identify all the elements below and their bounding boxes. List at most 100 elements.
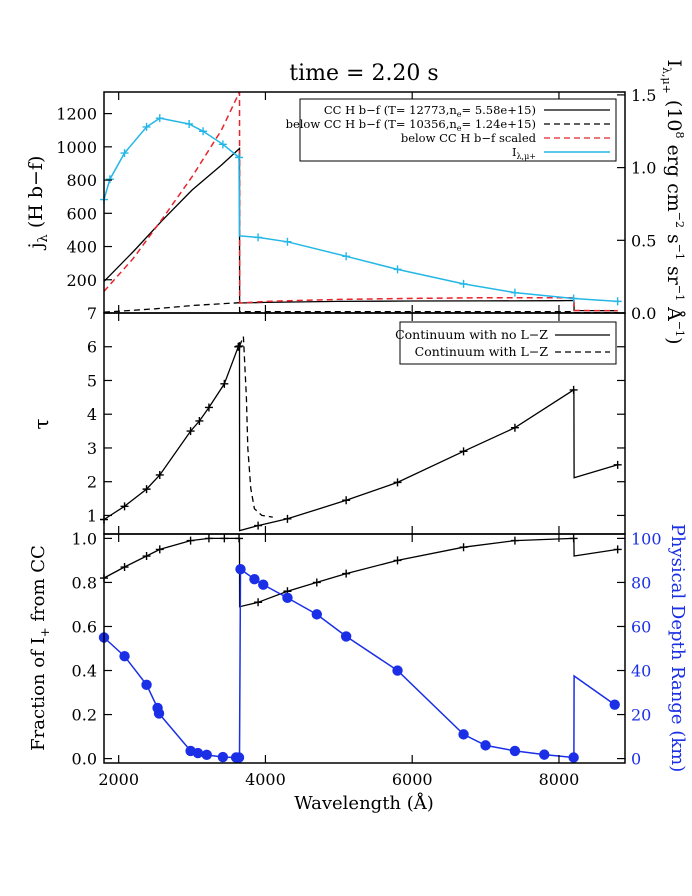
x-tick-label: 6000 — [392, 770, 433, 789]
y-tick-label: 1.0 — [72, 529, 97, 548]
data-point — [120, 502, 129, 511]
data-point — [235, 153, 244, 162]
data-point — [342, 252, 351, 261]
legend-entry-cc: CC H b−f (T= 12773,ne= 5.58e+15) — [324, 103, 536, 119]
y-tick-label: 2 — [87, 473, 97, 492]
panel-middle-ticks: 1 2 3 4 5 6 7 — [87, 304, 625, 534]
data-point — [142, 552, 151, 561]
data-point — [155, 470, 164, 479]
y2-tick-label: 0.5 — [631, 231, 656, 250]
panel-top-y2label: Iλ,μ+ (108 erg cm−2 s−1 sr−1 Å−1) — [660, 60, 686, 345]
data-point — [141, 679, 152, 691]
data-point — [392, 665, 403, 676]
data-point — [539, 749, 550, 760]
data-point — [393, 556, 402, 565]
y-tick-label: 1000 — [56, 138, 97, 157]
y2-tick-label: 1.0 — [631, 159, 656, 178]
legend-entry-no-lz: Continuum with no L−Z — [395, 327, 548, 342]
series-line — [103, 537, 618, 608]
y2-tick-label: 40 — [631, 662, 651, 681]
data-point — [283, 237, 292, 246]
y-tick-label: 600 — [66, 204, 97, 223]
data-point — [235, 534, 244, 543]
data-point — [510, 536, 519, 545]
data-point — [458, 729, 469, 740]
data-point — [393, 265, 402, 274]
y2-tick-label: 100 — [631, 529, 662, 548]
data-point — [220, 534, 229, 543]
data-point — [342, 569, 351, 578]
data-point — [120, 563, 129, 572]
data-point — [254, 233, 263, 242]
data-point — [254, 521, 263, 530]
data-point — [204, 534, 213, 543]
series-line — [103, 567, 616, 759]
y-tick-label: 0.0 — [72, 750, 97, 769]
panel-middle-legend-box — [399, 321, 617, 365]
legend-entry-below: below CC H b−f (T= 10356,ne= 1.24e+15) — [286, 117, 536, 133]
y-tick-label: 0.4 — [72, 662, 97, 681]
panel-top-legend-box — [299, 98, 617, 162]
data-point — [155, 545, 164, 554]
y-tick-label: 7 — [87, 304, 97, 323]
data-point — [340, 631, 352, 642]
data-point — [233, 752, 245, 763]
panel-bottom-y2label: Physical Depth Range (km) — [667, 524, 688, 773]
series-line — [103, 147, 618, 312]
y-tick-label: 800 — [66, 171, 97, 190]
data-point — [282, 592, 293, 604]
panel-middle-legend: Continuum with no L−Z Continuum with L−Z — [395, 321, 617, 365]
panel-top: 200 400 600 800 1000 1200 0.0 0.5 1.0 1.5 jλ (H b… — [25, 60, 686, 345]
y-tick-label: 4 — [87, 405, 97, 424]
y2-tick-label: 80 — [631, 573, 651, 592]
panel-bottom-ticks: 0.0 0.2 0.4 0.6 0.8 1.0 0 20 40 60 80 100 — [72, 529, 662, 768]
x-tick-label: 2000 — [98, 770, 139, 789]
data-point — [480, 740, 491, 751]
y-tick-label: 5 — [87, 371, 97, 390]
data-point — [509, 745, 521, 757]
y-tick-label: 0.6 — [72, 617, 97, 636]
y-tick-label: 3 — [87, 439, 97, 458]
data-point — [311, 609, 323, 620]
y-tick-label: 200 — [66, 271, 97, 290]
panel-middle-plot-area — [100, 336, 622, 532]
y-tick-label: 6 — [87, 338, 97, 357]
series-line — [238, 336, 273, 518]
data-point — [254, 598, 263, 607]
data-point — [342, 496, 351, 505]
data-point — [312, 578, 321, 587]
y-tick-label: 400 — [66, 238, 97, 257]
data-point — [120, 149, 129, 158]
panel-top-ylabel: jλ (H b−f) — [25, 156, 51, 251]
data-point — [459, 543, 468, 552]
x-tick-label: 4000 — [245, 770, 286, 789]
data-point — [613, 545, 622, 554]
data-point — [393, 478, 402, 487]
y2-tick-label: 0.0 — [631, 304, 656, 323]
x-tick-label: 8000 — [539, 770, 580, 789]
y2-tick-label: 0 — [631, 750, 641, 769]
x-axis-ticks: 2000 4000 6000 8000 — [98, 770, 579, 789]
data-point — [119, 651, 130, 662]
y-tick-label: 0.2 — [72, 706, 97, 725]
y2-tick-label: 20 — [631, 706, 651, 725]
data-point — [613, 460, 622, 469]
data-point — [249, 573, 260, 585]
data-point — [217, 751, 229, 763]
data-point — [609, 699, 620, 710]
data-point — [218, 140, 227, 149]
y-tick-label: 1200 — [56, 105, 97, 124]
panel-bottom: 0.0 0.2 0.4 0.6 0.8 1.0 0 20 40 60 80 100 Fraction … — [28, 524, 688, 773]
data-point — [186, 536, 195, 545]
panel-middle-ylabel: τ — [29, 418, 53, 429]
data-point — [142, 122, 151, 131]
data-point — [459, 447, 468, 456]
data-point — [569, 385, 578, 394]
legend-entry-lz: Continuum with L−Z — [415, 344, 549, 359]
y2-tick-label: 1.5 — [631, 86, 656, 105]
data-point — [185, 119, 194, 128]
y2-tick-label: 60 — [631, 617, 651, 636]
data-point — [192, 747, 204, 759]
panel-bottom-frame — [103, 533, 626, 764]
